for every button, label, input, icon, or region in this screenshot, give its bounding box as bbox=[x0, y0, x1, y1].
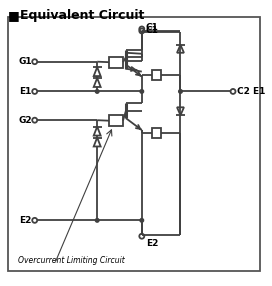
Text: ■: ■ bbox=[8, 9, 20, 22]
Bar bbox=[8, 17, 260, 271]
Circle shape bbox=[95, 219, 99, 222]
Circle shape bbox=[179, 90, 182, 93]
Text: C2 E1: C2 E1 bbox=[237, 87, 265, 96]
Bar bbox=[152, 128, 161, 138]
Text: E2: E2 bbox=[19, 216, 32, 225]
Text: G1: G1 bbox=[18, 57, 32, 66]
Text: C1: C1 bbox=[146, 26, 159, 35]
Circle shape bbox=[140, 219, 144, 222]
Text: E1: E1 bbox=[19, 87, 32, 96]
Text: C1: C1 bbox=[146, 23, 159, 33]
Text: Overcurrent Limiting Circuit: Overcurrent Limiting Circuit bbox=[18, 256, 125, 265]
Bar bbox=[109, 57, 123, 67]
Circle shape bbox=[95, 90, 99, 93]
Circle shape bbox=[140, 90, 144, 93]
Text: G2: G2 bbox=[18, 116, 32, 125]
Bar bbox=[109, 115, 123, 126]
Text: E2: E2 bbox=[146, 239, 158, 248]
Text: Equivalent Circuit: Equivalent Circuit bbox=[20, 9, 144, 22]
Bar bbox=[152, 69, 161, 80]
